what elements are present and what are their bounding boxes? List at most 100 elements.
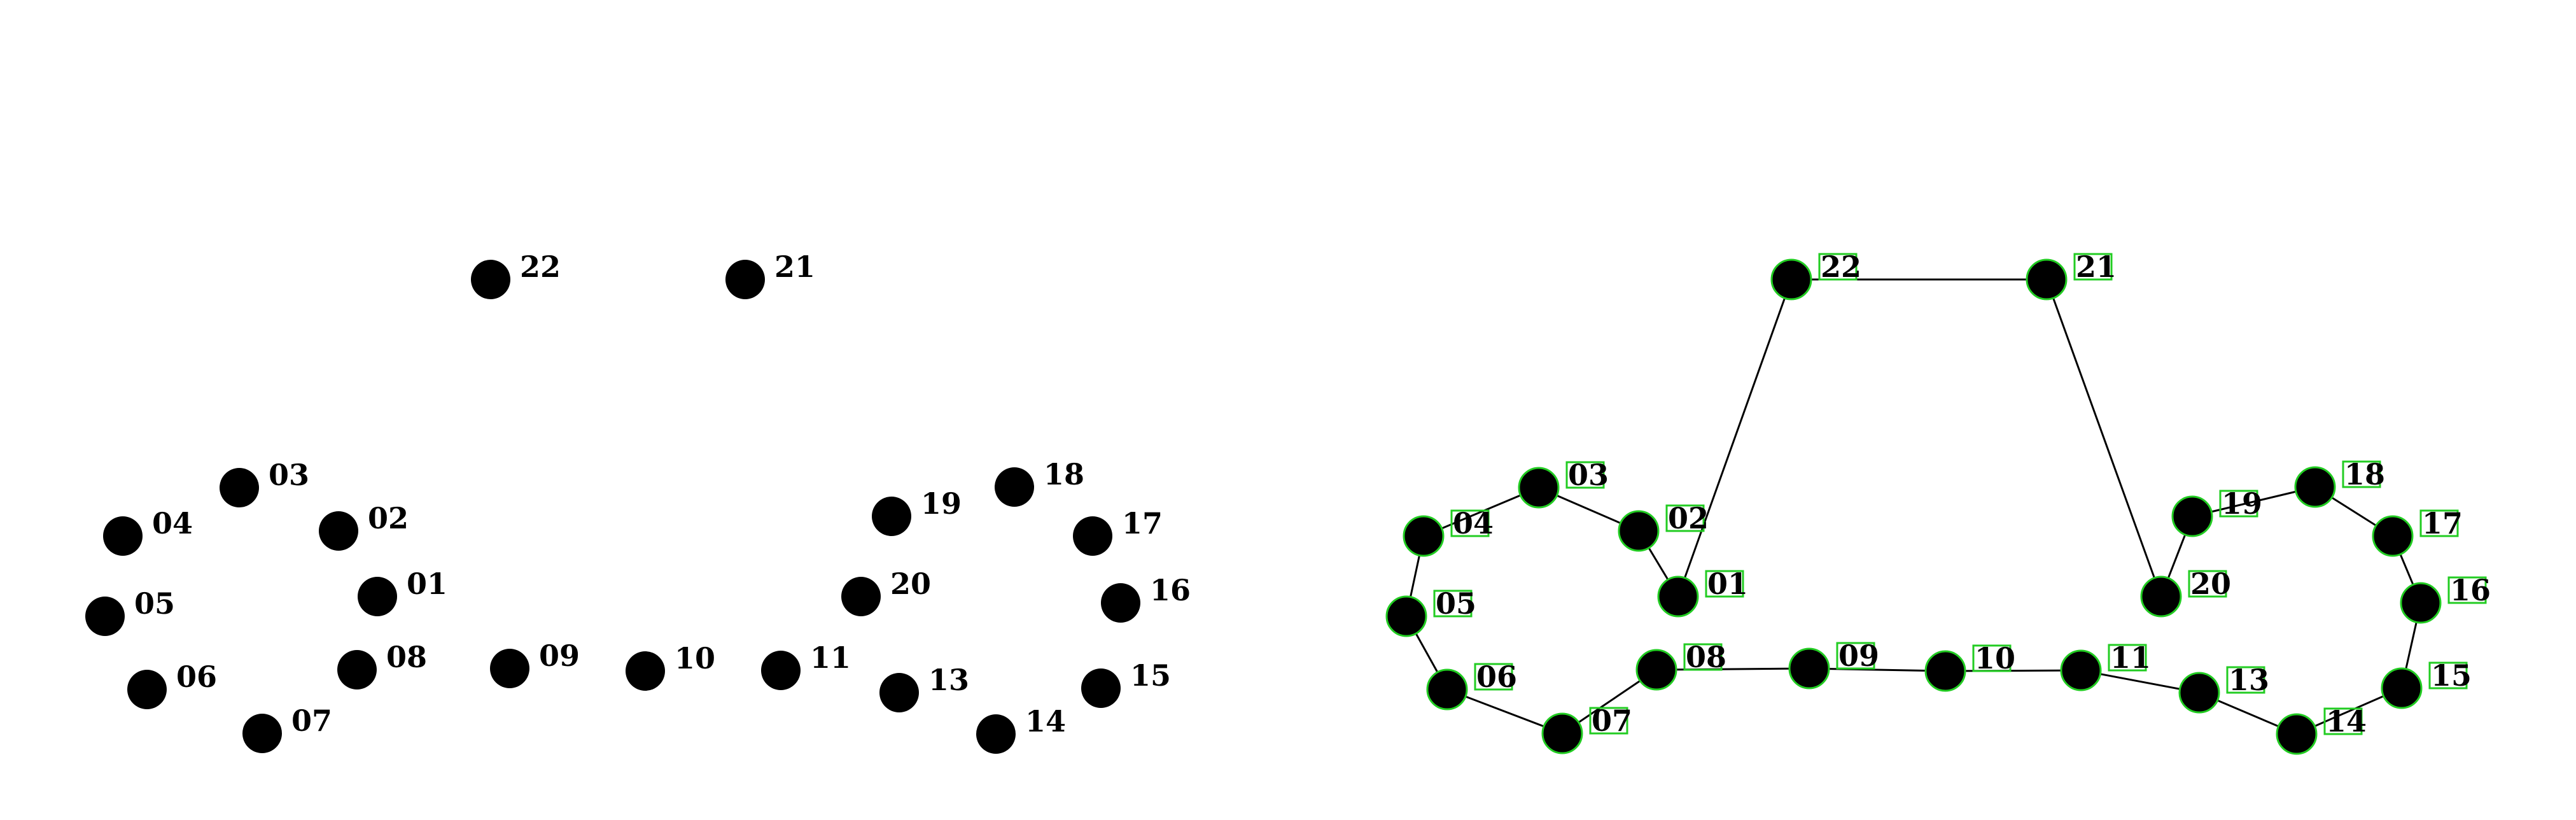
right-node-05: 05 [1387, 586, 1476, 636]
right-node-circle-16 [2401, 583, 2440, 623]
left-node-label-04: 04 [152, 506, 193, 541]
left-node-label-05: 05 [134, 586, 175, 621]
left-node-label-09: 09 [539, 639, 580, 673]
left-node-label-16: 16 [1150, 573, 1191, 607]
left-node-11: 11 [761, 640, 851, 690]
left-node-10: 10 [626, 641, 715, 691]
right-node-22: 22 [1772, 250, 1861, 299]
left-node-label-01: 01 [407, 567, 447, 601]
right-node-circle-09 [1789, 649, 1829, 688]
left-node-circle-10 [626, 651, 665, 691]
right-node-label-15: 15 [2431, 658, 2472, 693]
right-node-circle-03 [1519, 468, 1558, 507]
right-node-label-21: 21 [2076, 250, 2117, 284]
left-node-circle-09 [490, 649, 529, 688]
right-node-circle-05 [1387, 597, 1426, 636]
left-node-circle-06 [127, 670, 167, 709]
left-node-08: 08 [337, 640, 427, 689]
right-edge-22-01 [1678, 279, 1791, 597]
right-node-label-03: 03 [1568, 458, 1609, 492]
left-node-09: 09 [490, 639, 580, 688]
left-node-circle-18 [995, 467, 1034, 507]
right-node-label-18: 18 [2344, 457, 2385, 491]
left-node-16: 16 [1101, 573, 1191, 623]
left-node-label-07: 07 [291, 703, 332, 738]
right-node-label-01: 01 [1707, 567, 1748, 601]
left-node-label-06: 06 [176, 660, 217, 694]
left-node-label-02: 02 [368, 501, 409, 535]
right-node-label-19: 19 [2222, 486, 2262, 521]
left-node-06: 06 [127, 660, 217, 709]
left-node-17: 17 [1073, 506, 1163, 556]
right-node-label-02: 02 [1668, 501, 1709, 535]
right-node-circle-15 [2382, 668, 2421, 708]
left-node-circle-14 [976, 714, 1016, 754]
left-node-label-13: 13 [928, 663, 969, 697]
right-node-circle-02 [1619, 511, 1658, 551]
left-node-15: 15 [1081, 658, 1171, 708]
right-node-label-09: 09 [1838, 639, 1879, 673]
right-edge-08-09 [1656, 668, 1809, 670]
left-node-circle-13 [879, 673, 919, 712]
left-node-circle-17 [1073, 516, 1112, 556]
right-node-circle-06 [1427, 670, 1467, 709]
left-node-circle-22 [471, 260, 510, 299]
left-nodes: 22 21 03 04 02 05 01 06 08 07 09 10 11 19 18 17 20 16 13 15… [85, 250, 1191, 754]
right-node-label-11: 11 [2110, 640, 2151, 675]
left-node-04: 04 [103, 506, 193, 556]
left-node-07: 07 [242, 703, 332, 753]
left-graph-panel: 22 210304 02050106080709 10 1119181720 1613 15… [85, 250, 1191, 754]
right-node-circle-21 [2027, 260, 2066, 299]
right-node-label-06: 06 [1476, 660, 1517, 694]
left-node-label-18: 18 [1044, 457, 1084, 491]
left-node-circle-15 [1081, 668, 1121, 708]
right-node-label-14: 14 [2326, 704, 2367, 739]
right-node-18: 18 [2295, 457, 2385, 507]
left-node-label-22: 22 [520, 250, 561, 284]
left-node-label-20: 20 [890, 567, 931, 601]
left-node-circle-19 [872, 497, 911, 536]
left-node-20: 20 [841, 567, 931, 616]
right-node-06: 06 [1427, 660, 1517, 709]
left-node-19: 19 [872, 486, 962, 536]
left-node-circle-02 [319, 511, 358, 551]
left-node-14: 14 [976, 704, 1066, 754]
right-node-13: 13 [2180, 663, 2269, 712]
left-node-circle-01 [358, 577, 397, 616]
right-node-10: 10 [1926, 641, 2015, 691]
left-node-label-19: 19 [921, 486, 962, 521]
right-node-label-04: 04 [1453, 506, 1494, 541]
right-node-09: 09 [1789, 639, 1879, 688]
left-node-circle-08 [337, 650, 377, 689]
left-node-label-21: 21 [774, 250, 815, 284]
left-node-circle-04 [103, 516, 143, 556]
right-node-label-22: 22 [1821, 250, 1861, 284]
left-node-label-17: 17 [1122, 506, 1163, 541]
right-node-03: 03 [1519, 458, 1609, 507]
left-node-label-10: 10 [675, 641, 715, 675]
right-node-label-16: 16 [2450, 573, 2491, 607]
right-node-circle-04 [1404, 516, 1443, 556]
left-node-05: 05 [85, 586, 175, 636]
left-node-circle-05 [85, 597, 125, 636]
right-edge-21-20 [2047, 279, 2161, 597]
right-node-07: 07 [1543, 703, 1632, 753]
right-node-04: 04 [1404, 506, 1494, 556]
right-node-label-08: 08 [1686, 640, 1726, 674]
right-nodes: 22 21 03 04 02 05 01 06 08 07 09 10 11 19 18 17 20 16 13 15… [1387, 250, 2491, 754]
right-node-circle-13 [2180, 673, 2219, 712]
right-node-14: 14 [2277, 704, 2367, 754]
right-node-circle-22 [1772, 260, 1811, 299]
right-node-circle-18 [2295, 467, 2335, 507]
right-node-label-13: 13 [2229, 663, 2269, 697]
right-node-circle-11 [2061, 651, 2101, 690]
left-node-label-14: 14 [1025, 704, 1066, 739]
left-node-21: 21 [725, 250, 815, 299]
right-node-label-20: 20 [2190, 567, 2231, 601]
right-node-label-05: 05 [1436, 586, 1476, 621]
right-node-circle-20 [2141, 577, 2181, 616]
left-node-circle-07 [242, 714, 282, 753]
right-node-circle-19 [2173, 497, 2212, 536]
right-node-circle-01 [1658, 577, 1698, 616]
right-node-16: 16 [2401, 573, 2491, 623]
